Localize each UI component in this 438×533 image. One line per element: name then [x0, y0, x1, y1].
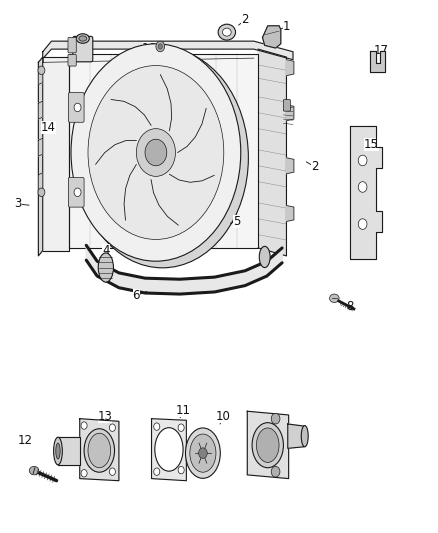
Text: 11: 11: [176, 404, 191, 417]
FancyBboxPatch shape: [68, 177, 84, 207]
Text: 9: 9: [77, 42, 85, 54]
Circle shape: [156, 41, 165, 52]
Circle shape: [74, 103, 81, 112]
Polygon shape: [39, 57, 43, 256]
Ellipse shape: [259, 246, 270, 268]
Circle shape: [158, 44, 162, 49]
Polygon shape: [43, 57, 69, 251]
Polygon shape: [39, 173, 43, 191]
Ellipse shape: [98, 253, 113, 282]
Ellipse shape: [329, 294, 339, 303]
FancyBboxPatch shape: [73, 36, 93, 62]
Circle shape: [358, 182, 367, 192]
Ellipse shape: [84, 429, 115, 472]
Ellipse shape: [79, 36, 87, 41]
Ellipse shape: [77, 48, 248, 268]
Text: 10: 10: [216, 409, 231, 423]
Polygon shape: [286, 158, 294, 174]
Polygon shape: [39, 101, 43, 119]
Text: 15: 15: [364, 138, 379, 151]
FancyBboxPatch shape: [68, 93, 84, 122]
Polygon shape: [286, 105, 294, 120]
Circle shape: [358, 155, 367, 166]
Text: 4: 4: [102, 244, 110, 257]
Ellipse shape: [155, 427, 183, 471]
Circle shape: [74, 188, 81, 197]
Circle shape: [271, 466, 280, 477]
Text: 6: 6: [133, 289, 140, 302]
Ellipse shape: [53, 437, 62, 465]
Ellipse shape: [88, 433, 111, 468]
FancyBboxPatch shape: [283, 100, 290, 111]
Ellipse shape: [71, 44, 241, 261]
Polygon shape: [288, 424, 304, 448]
Circle shape: [154, 423, 160, 430]
Text: 2: 2: [311, 160, 318, 173]
Text: 2: 2: [241, 13, 249, 27]
Ellipse shape: [190, 434, 216, 472]
Circle shape: [145, 139, 167, 166]
Ellipse shape: [185, 428, 220, 478]
Circle shape: [136, 128, 176, 176]
Circle shape: [38, 188, 45, 197]
Circle shape: [110, 424, 116, 431]
Polygon shape: [86, 245, 282, 294]
Circle shape: [178, 424, 184, 431]
Text: 13: 13: [98, 409, 113, 423]
Polygon shape: [350, 126, 382, 259]
Ellipse shape: [218, 24, 236, 40]
Polygon shape: [58, 437, 80, 465]
Polygon shape: [262, 26, 281, 48]
Ellipse shape: [56, 443, 60, 459]
Polygon shape: [286, 60, 294, 76]
Polygon shape: [258, 49, 286, 256]
Circle shape: [110, 468, 116, 475]
Ellipse shape: [301, 425, 308, 447]
Polygon shape: [43, 41, 293, 60]
Circle shape: [271, 414, 280, 424]
Polygon shape: [39, 67, 43, 85]
Circle shape: [81, 470, 87, 477]
Ellipse shape: [223, 28, 231, 36]
Text: 17: 17: [374, 44, 389, 56]
Circle shape: [358, 219, 367, 229]
Circle shape: [81, 422, 87, 429]
Polygon shape: [39, 138, 43, 156]
Text: 16: 16: [142, 42, 157, 54]
Bar: [69, 54, 258, 248]
Text: 8: 8: [346, 300, 353, 313]
Text: 1: 1: [283, 20, 290, 34]
Polygon shape: [247, 411, 289, 479]
Ellipse shape: [256, 428, 279, 463]
Ellipse shape: [88, 66, 224, 239]
Ellipse shape: [252, 423, 283, 468]
Polygon shape: [152, 419, 186, 481]
Circle shape: [198, 448, 207, 458]
Circle shape: [154, 468, 160, 475]
Text: 3: 3: [14, 197, 21, 211]
Circle shape: [38, 66, 45, 75]
FancyBboxPatch shape: [68, 37, 76, 53]
Ellipse shape: [76, 34, 89, 43]
Text: 14: 14: [41, 121, 56, 134]
Polygon shape: [286, 206, 294, 221]
FancyBboxPatch shape: [68, 54, 76, 66]
Polygon shape: [371, 51, 385, 72]
Ellipse shape: [29, 466, 39, 475]
Text: 12: 12: [18, 434, 33, 447]
Polygon shape: [80, 419, 119, 481]
Circle shape: [178, 466, 184, 474]
Text: 5: 5: [233, 215, 240, 228]
